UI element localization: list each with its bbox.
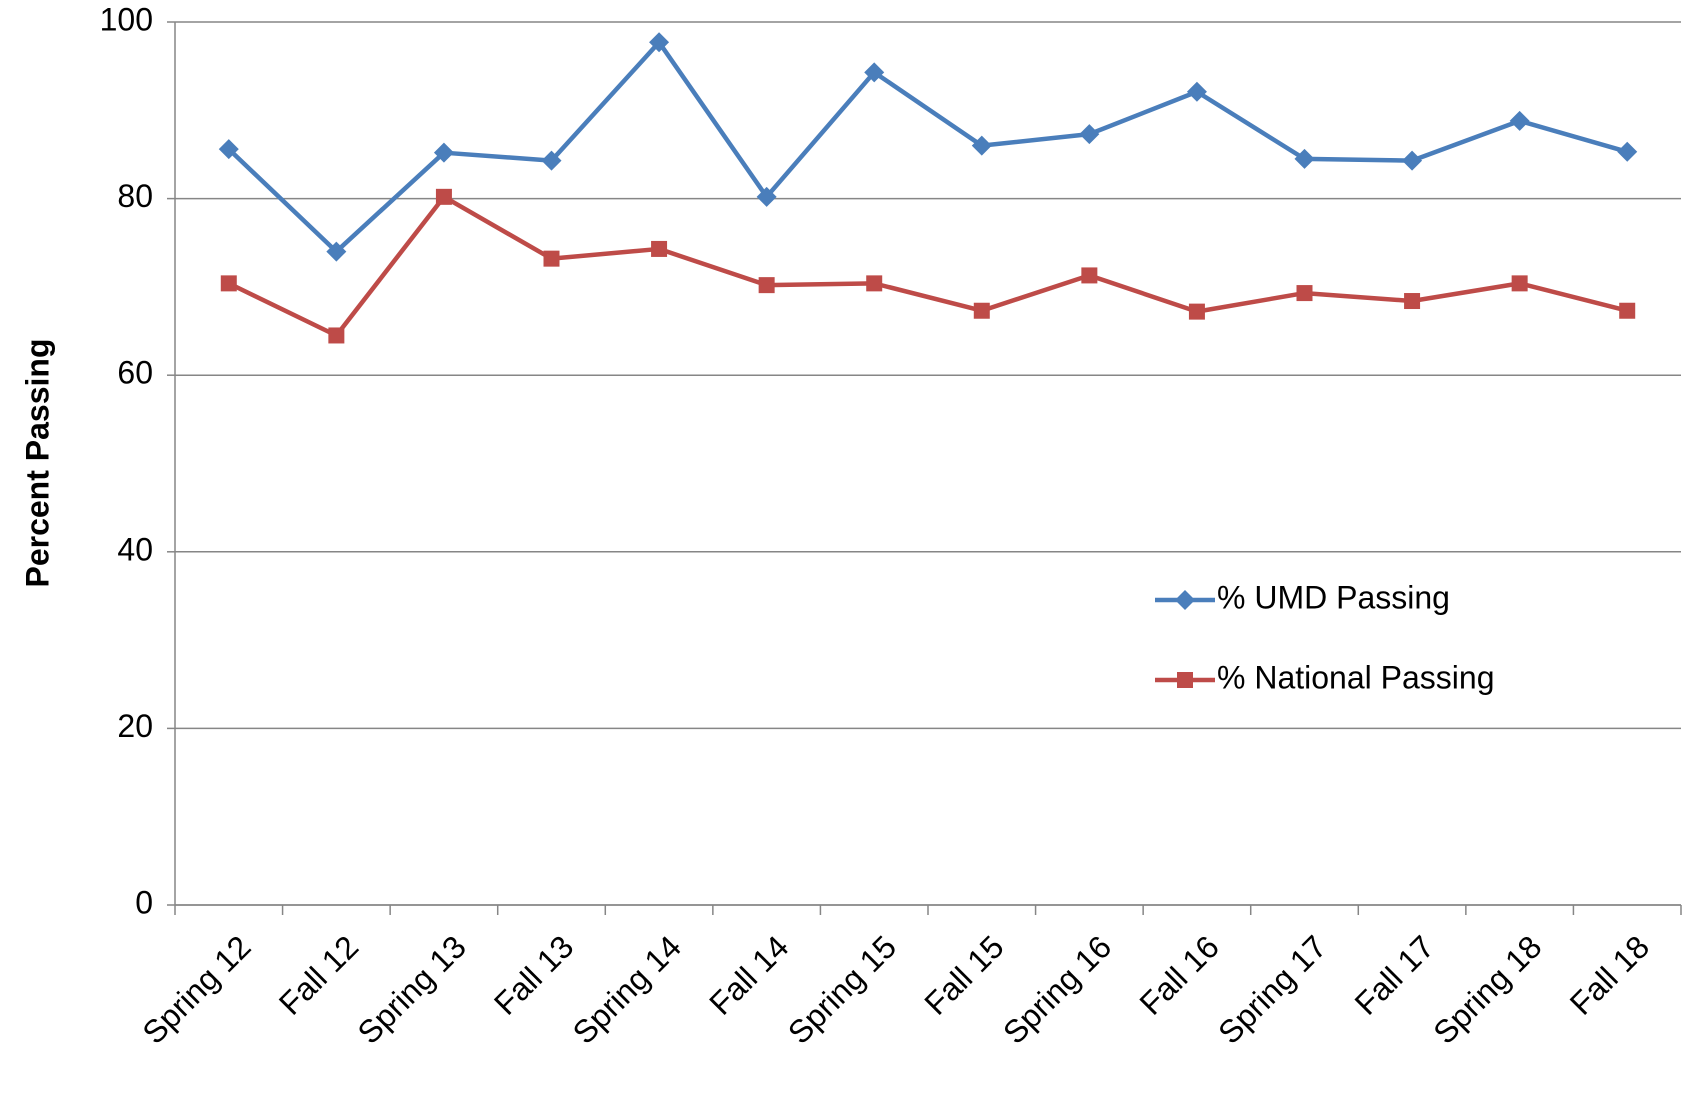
point-marker: [1404, 293, 1421, 310]
point-marker: [435, 188, 452, 205]
x-tick-label: Fall 15: [917, 928, 1010, 1021]
point-marker: [541, 150, 562, 171]
x-tick-label: Fall 13: [487, 928, 580, 1021]
x-tick-label: Spring 17: [1211, 928, 1333, 1050]
x-tick-label: Fall 12: [272, 928, 365, 1021]
point-marker: [756, 186, 777, 207]
x-tick-label: Spring 12: [135, 928, 257, 1050]
y-tick-label: 0: [135, 884, 153, 920]
y-tick-label: 20: [117, 708, 153, 744]
point-marker: [220, 275, 237, 292]
series-line: [227, 194, 1628, 338]
y-axis-label: Percent Passing: [19, 339, 55, 588]
point-marker: [1294, 148, 1315, 169]
x-tick-label: Fall 17: [1348, 928, 1441, 1021]
point-marker: [218, 139, 239, 160]
point-marker: [543, 250, 560, 267]
legend-marker: [1177, 672, 1193, 688]
point-marker: [1619, 302, 1636, 319]
point-marker: [1509, 110, 1530, 131]
point-marker: [1186, 81, 1207, 102]
legend-marker: [1175, 590, 1195, 610]
x-tick-label: Spring 14: [566, 928, 688, 1050]
point-marker: [973, 302, 990, 319]
point-marker: [864, 62, 885, 83]
x-tick-label: Fall 16: [1132, 928, 1225, 1021]
point-marker: [649, 32, 670, 53]
point-marker: [1188, 303, 1205, 320]
point-marker: [1617, 141, 1638, 162]
x-tick-label: Spring 16: [996, 928, 1118, 1050]
y-tick-label: 60: [117, 355, 153, 391]
point-marker: [1081, 267, 1098, 284]
point-marker: [866, 275, 883, 292]
x-tick-label: Spring 15: [781, 928, 903, 1050]
y-tick-label: 40: [117, 531, 153, 567]
y-tick-label: 100: [100, 1, 153, 37]
point-marker: [758, 277, 775, 294]
legend-label: % UMD Passing: [1217, 579, 1450, 615]
point-marker: [1402, 150, 1423, 171]
x-tick-label: Fall 14: [702, 928, 795, 1021]
point-marker: [1296, 285, 1313, 302]
point-marker: [328, 327, 345, 344]
point-marker: [1079, 124, 1100, 145]
series-line: [227, 40, 1628, 254]
point-marker: [326, 241, 347, 262]
point-marker: [651, 240, 668, 257]
y-tick-label: 80: [117, 178, 153, 214]
x-tick-label: Fall 18: [1563, 928, 1656, 1021]
x-tick-label: Spring 18: [1426, 928, 1548, 1050]
point-marker: [971, 135, 992, 156]
point-marker: [1511, 275, 1528, 292]
point-marker: [433, 142, 454, 163]
x-tick-label: Spring 13: [351, 928, 473, 1050]
legend-label: % National Passing: [1217, 659, 1494, 695]
